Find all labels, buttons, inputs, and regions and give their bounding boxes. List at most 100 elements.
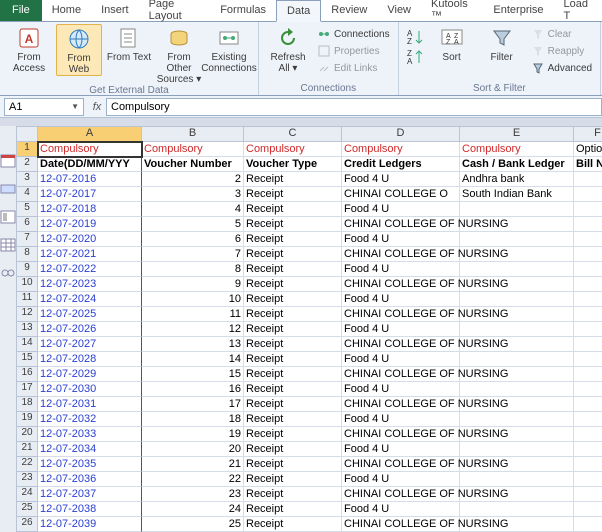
tab-review[interactable]: Review (321, 0, 377, 21)
cell[interactable]: 2 (142, 172, 244, 187)
row-header[interactable]: 19 (16, 412, 38, 427)
cell[interactable]: Receipt (244, 172, 342, 187)
cell[interactable]: CHINAI COLLEGE OF NURSING (342, 247, 460, 262)
from-other-button[interactable]: From Other Sources ▾ (156, 24, 202, 85)
cell[interactable] (574, 262, 602, 277)
side-icon-2[interactable] (0, 182, 16, 196)
cell[interactable] (574, 322, 602, 337)
cell[interactable] (460, 352, 574, 367)
cell[interactable]: 17 (142, 397, 244, 412)
tab-file[interactable]: File (0, 0, 42, 21)
cell[interactable]: Compulsory (142, 142, 244, 157)
cell[interactable]: 12-07-2039 (38, 517, 142, 532)
cell[interactable]: CHINAI COLLEGE OF NURSING (342, 457, 460, 472)
cell[interactable]: CHINAI COLLEGE OF NURSING (342, 337, 460, 352)
cell[interactable]: Receipt (244, 322, 342, 337)
cell[interactable]: Receipt (244, 247, 342, 262)
row-header[interactable]: 4 (16, 187, 38, 202)
cell[interactable]: 16 (142, 382, 244, 397)
cell[interactable] (574, 337, 602, 352)
cell[interactable]: 12-07-2035 (38, 457, 142, 472)
cell[interactable]: Receipt (244, 397, 342, 412)
cell[interactable] (574, 487, 602, 502)
cell[interactable]: Receipt (244, 382, 342, 397)
cell[interactable]: Receipt (244, 472, 342, 487)
cell[interactable] (574, 202, 602, 217)
cell[interactable]: 12-07-2029 (38, 367, 142, 382)
row-header[interactable]: 22 (16, 457, 38, 472)
cell[interactable]: CHINAI COLLEGE OF NURSING (342, 217, 460, 232)
cell[interactable]: Receipt (244, 292, 342, 307)
cell[interactable]: Receipt (244, 307, 342, 322)
cell[interactable]: Food 4 U (342, 232, 460, 247)
cell[interactable]: Receipt (244, 367, 342, 382)
cell[interactable]: Receipt (244, 217, 342, 232)
cell[interactable]: Voucher Number (142, 157, 244, 172)
row-header[interactable]: 18 (16, 397, 38, 412)
tab-load[interactable]: Load T (554, 0, 602, 21)
tab-insert[interactable]: Insert (91, 0, 139, 21)
cell[interactable] (574, 172, 602, 187)
cell[interactable]: Food 4 U (342, 172, 460, 187)
cell[interactable] (460, 337, 574, 352)
cell[interactable]: 23 (142, 487, 244, 502)
cell[interactable]: CHINAI COLLEGE O (342, 187, 460, 202)
cell[interactable]: Food 4 U (342, 502, 460, 517)
cell[interactable] (574, 277, 602, 292)
tab-view[interactable]: View (377, 0, 421, 21)
row-header[interactable]: 15 (16, 352, 38, 367)
cell[interactable] (460, 412, 574, 427)
select-all[interactable] (16, 126, 38, 142)
from-text-button[interactable]: From Text (106, 24, 152, 63)
cell[interactable]: 12-07-2023 (38, 277, 142, 292)
side-icon-3[interactable] (0, 210, 16, 224)
cell[interactable]: 24 (142, 502, 244, 517)
cell[interactable]: 12-07-2018 (38, 202, 142, 217)
cell[interactable] (460, 322, 574, 337)
tab-kutools[interactable]: Kutools ™ (421, 0, 483, 21)
edit-links-button[interactable]: Edit Links (315, 60, 392, 76)
row-header[interactable]: 25 (16, 502, 38, 517)
existing-conn-button[interactable]: Existing Connections (206, 24, 252, 74)
cell[interactable]: Receipt (244, 502, 342, 517)
cell[interactable]: 12-07-2019 (38, 217, 142, 232)
cell[interactable] (574, 247, 602, 262)
cell[interactable] (574, 517, 602, 532)
cell[interactable]: 3 (142, 187, 244, 202)
cell[interactable]: 21 (142, 457, 244, 472)
cell[interactable]: Food 4 U (342, 352, 460, 367)
cell[interactable]: 11 (142, 307, 244, 322)
cell[interactable]: Receipt (244, 202, 342, 217)
row-header[interactable]: 6 (16, 217, 38, 232)
from-web-button[interactable]: From Web (56, 24, 102, 76)
cell[interactable]: South Indian Bank (460, 187, 574, 202)
row-header[interactable]: 12 (16, 307, 38, 322)
connections-button[interactable]: Connections (315, 26, 392, 42)
cell[interactable]: Date(DD/MM/YYY (38, 157, 142, 172)
cell[interactable]: CHINAI COLLEGE OF NURSING (342, 277, 460, 292)
cell[interactable]: Optional (574, 142, 602, 157)
row-header[interactable]: 17 (16, 382, 38, 397)
cell[interactable]: 12-07-2036 (38, 472, 142, 487)
cell[interactable]: 13 (142, 337, 244, 352)
cell[interactable] (574, 502, 602, 517)
row-header[interactable]: 23 (16, 472, 38, 487)
cell[interactable] (574, 352, 602, 367)
cell[interactable]: Receipt (244, 457, 342, 472)
cell[interactable] (460, 502, 574, 517)
tab-formulas[interactable]: Formulas (210, 0, 276, 21)
row-header[interactable]: 5 (16, 202, 38, 217)
cell[interactable]: 12-07-2028 (38, 352, 142, 367)
cell[interactable] (574, 187, 602, 202)
cell[interactable] (460, 427, 574, 442)
cell[interactable] (574, 457, 602, 472)
cell[interactable]: 12-07-2038 (38, 502, 142, 517)
cell[interactable]: 18 (142, 412, 244, 427)
cell[interactable]: CHINAI COLLEGE OF NURSING (342, 307, 460, 322)
row-header[interactable]: 8 (16, 247, 38, 262)
cell[interactable]: Receipt (244, 337, 342, 352)
cell[interactable]: Food 4 U (342, 292, 460, 307)
cell[interactable]: 12 (142, 322, 244, 337)
row-header[interactable]: 3 (16, 172, 38, 187)
cell[interactable]: 12-07-2017 (38, 187, 142, 202)
